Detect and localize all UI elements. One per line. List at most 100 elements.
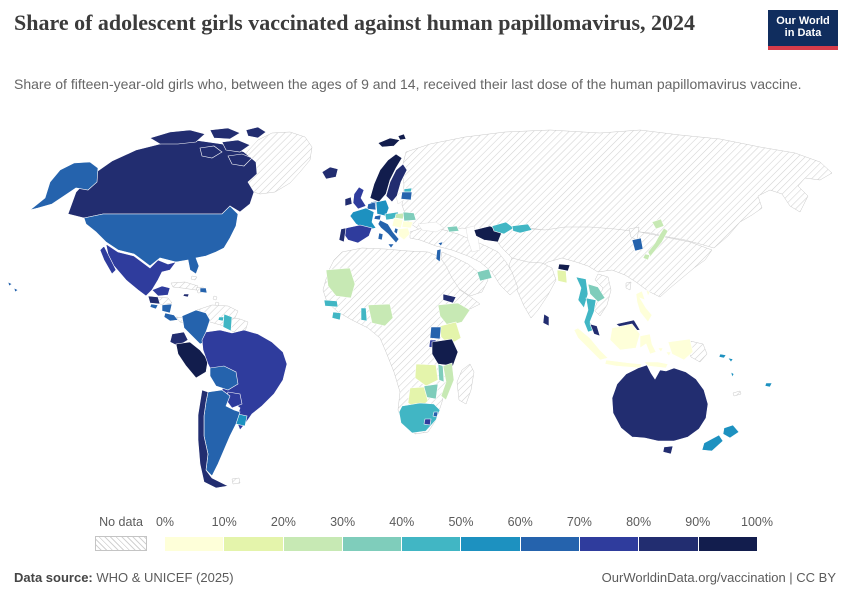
data-source-label: Data source: <box>14 570 93 585</box>
data-source-note: Data source: WHO & UNICEF (2025) <box>14 570 234 585</box>
country-south-korea <box>631 237 644 252</box>
world-choropleth-map[interactable] <box>0 118 850 510</box>
country-senegal <box>323 299 339 308</box>
region-bahamas <box>190 275 198 281</box>
country-fiji <box>764 382 773 388</box>
legend-bin-0-10%[interactable] <box>165 537 225 551</box>
country-uae-oman <box>476 268 493 282</box>
country-ireland <box>344 196 353 207</box>
country-guatemala <box>147 295 161 305</box>
country-spain <box>342 224 373 244</box>
country-sierra-leone <box>331 311 342 321</box>
legend-bin-40-50%[interactable] <box>402 537 462 551</box>
country-hawaii <box>7 281 19 293</box>
legend-bin-30-40%[interactable] <box>342 537 403 551</box>
black-sea <box>417 221 445 233</box>
country-israel <box>435 248 442 263</box>
country-eritrea <box>442 293 457 304</box>
legend-bin-10-20%[interactable] <box>224 537 284 551</box>
region-russia-central-asia <box>401 129 833 249</box>
legend-tick: 0% <box>155 515 175 529</box>
legend-tick: 10% <box>211 515 237 529</box>
country-hungary <box>394 212 405 220</box>
country-benin-togo <box>360 307 368 322</box>
country-trinidad <box>217 316 225 322</box>
region-lesser-antilles <box>212 295 220 307</box>
chart-subtitle: Share of fifteen-year-old girls who, bet… <box>14 76 802 92</box>
owid-logo-line2: in Data <box>784 27 822 39</box>
country-guyana <box>222 313 233 332</box>
region-taiwan <box>625 281 632 291</box>
country-ethiopia <box>437 302 471 327</box>
license-link[interactable]: OurWorldinData.org/vaccination | CC BY <box>601 570 836 585</box>
legend-bin-90-100%[interactable] <box>698 537 757 551</box>
no-data-swatch[interactable] <box>95 536 147 551</box>
chart-title: Share of adolescent girls vaccinated aga… <box>14 10 696 35</box>
country-france <box>349 207 377 231</box>
country-myanmar <box>575 276 589 309</box>
country-lesotho <box>423 418 432 426</box>
map-legend: No data 0% 10% 20% 30% 40% 50% 60% 70% 80% 90% 100… <box>0 512 850 554</box>
country-jamaica <box>182 293 190 298</box>
chart-footer: Data source: WHO & UNICEF (2025) OurWorl… <box>0 566 850 590</box>
country-nicaragua <box>161 303 173 314</box>
region-madagascar <box>456 363 475 405</box>
caspian-sea <box>465 225 481 253</box>
country-alaska <box>29 161 99 211</box>
country-zambia <box>414 363 439 387</box>
country-bulgaria <box>401 220 414 229</box>
country-vanuatu <box>730 371 735 378</box>
country-philippines <box>635 289 653 323</box>
legend-bin-60-70%[interactable] <box>520 537 581 551</box>
country-dominican-republic <box>199 287 208 294</box>
region-greenland <box>241 131 313 195</box>
country-cyprus <box>437 241 444 247</box>
country-bangladesh <box>556 269 568 284</box>
legend-bin-80-90%[interactable] <box>639 537 699 551</box>
country-mauritania <box>325 267 356 299</box>
region-turkey-iran <box>409 225 519 296</box>
country-iceland <box>321 166 339 180</box>
owid-logo[interactable]: Our World in Data <box>768 10 838 50</box>
region-africa <box>322 247 481 435</box>
country-bolivia <box>209 365 239 391</box>
country-canada-arctic <box>149 126 267 167</box>
country-tanzania <box>431 338 459 367</box>
legend-tick-labels: 0% 10% 20% 30% 40% 50% 60% 70% 80% 90% 100% <box>156 515 773 531</box>
legend-bin-50-60%[interactable] <box>461 537 521 551</box>
region-cuba <box>170 281 199 291</box>
country-japan <box>642 218 669 261</box>
legend-tick: 70% <box>566 515 592 529</box>
legend-color-bar[interactable] <box>165 537 757 551</box>
country-latvia-lithuania <box>400 191 413 201</box>
country-mexico <box>99 243 177 297</box>
country-chile <box>197 389 229 489</box>
legend-tick: 100% <box>741 515 773 529</box>
country-portugal <box>338 227 347 243</box>
legend-bin-70-80%[interactable] <box>580 537 640 551</box>
no-data-label: No data <box>99 515 143 529</box>
country-solomon-islands <box>718 353 734 363</box>
region-falklands <box>231 477 241 485</box>
legend-bin-20-30%[interactable] <box>283 537 343 551</box>
country-australia <box>611 364 709 442</box>
legend-tick: 80% <box>626 515 652 529</box>
country-tasmania <box>662 445 674 455</box>
country-nigeria <box>367 303 394 327</box>
region-new-caledonia <box>732 390 742 397</box>
owid-logo-line1: Our World <box>776 15 830 28</box>
country-uk <box>352 186 367 210</box>
country-balkans <box>391 217 404 229</box>
country-sweden <box>385 163 408 203</box>
country-switzerland <box>373 214 382 221</box>
country-laos <box>587 283 606 303</box>
country-georgia <box>446 225 460 233</box>
data-countries[interactable] <box>7 126 773 489</box>
country-greece <box>397 227 411 241</box>
legend-tick: 30% <box>330 515 356 529</box>
country-new-zealand <box>701 424 740 452</box>
country-uzbekistan <box>491 221 515 235</box>
country-benelux <box>366 201 377 211</box>
country-uganda <box>429 326 442 340</box>
